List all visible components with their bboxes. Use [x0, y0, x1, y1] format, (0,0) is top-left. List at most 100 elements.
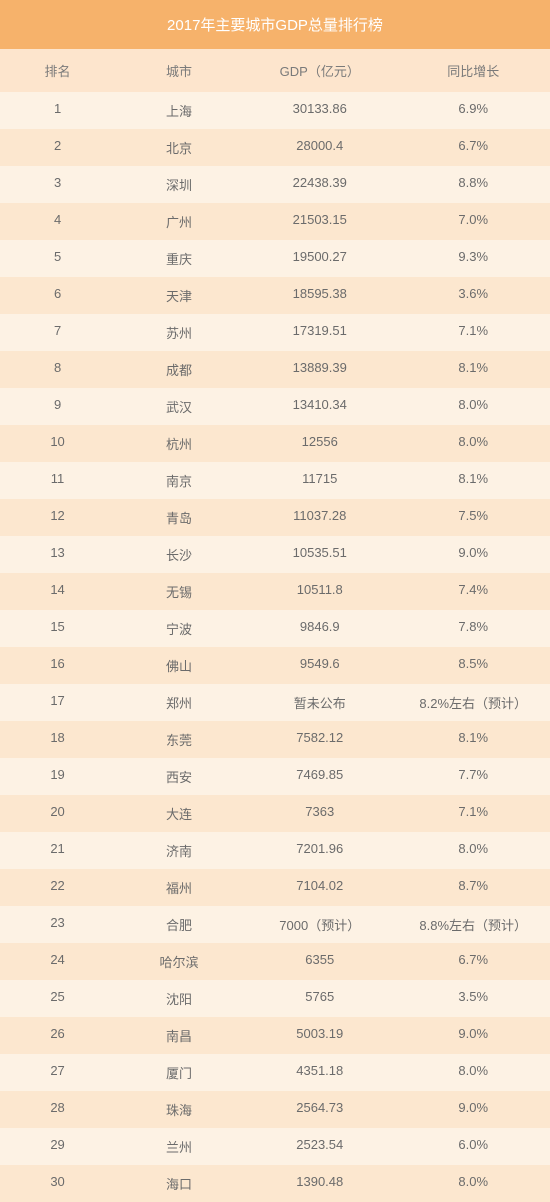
- cell-growth: 6.9%: [397, 92, 550, 129]
- cell-city: 东莞: [115, 721, 243, 758]
- table-row: 28珠海2564.739.0%: [0, 1091, 550, 1128]
- cell-rank: 29: [0, 1128, 115, 1165]
- cell-rank: 8: [0, 351, 115, 388]
- cell-gdp: 7469.85: [243, 758, 396, 795]
- table-row: 12青岛11037.287.5%: [0, 499, 550, 536]
- cell-rank: 2: [0, 129, 115, 166]
- table-row: 3深圳22438.398.8%: [0, 166, 550, 203]
- cell-gdp: 9846.9: [243, 610, 396, 647]
- table-row: 27厦门4351.188.0%: [0, 1054, 550, 1091]
- cell-city: 兰州: [115, 1128, 243, 1165]
- cell-city: 青岛: [115, 499, 243, 536]
- cell-city: 海口: [115, 1165, 243, 1202]
- cell-city: 杭州: [115, 425, 243, 462]
- cell-rank: 26: [0, 1017, 115, 1054]
- table-row: 14无锡10511.87.4%: [0, 573, 550, 610]
- table-row: 5重庆19500.279.3%: [0, 240, 550, 277]
- cell-rank: 19: [0, 758, 115, 795]
- cell-gdp: 21503.15: [243, 203, 396, 240]
- table-row: 19西安7469.857.7%: [0, 758, 550, 795]
- cell-growth: 9.0%: [397, 536, 550, 573]
- cell-city: 上海: [115, 92, 243, 129]
- cell-rank: 1: [0, 92, 115, 129]
- table-row: 21济南7201.968.0%: [0, 832, 550, 869]
- table-title: 2017年主要城市GDP总量排行榜: [0, 0, 550, 49]
- cell-gdp: 7582.12: [243, 721, 396, 758]
- table-row: 23合肥7000（预计）8.8%左右（预计）: [0, 906, 550, 943]
- cell-growth: 8.0%: [397, 1165, 550, 1202]
- cell-gdp: 9549.6: [243, 647, 396, 684]
- cell-gdp: 18595.38: [243, 277, 396, 314]
- cell-rank: 30: [0, 1165, 115, 1202]
- table-header-row: 排名 城市 GDP（亿元） 同比增长: [0, 49, 550, 92]
- cell-city: 广州: [115, 203, 243, 240]
- cell-gdp: 30133.86: [243, 92, 396, 129]
- cell-rank: 13: [0, 536, 115, 573]
- table-row: 30海口1390.488.0%: [0, 1165, 550, 1202]
- cell-growth: 6.0%: [397, 1128, 550, 1165]
- cell-rank: 3: [0, 166, 115, 203]
- table-row: 22福州7104.028.7%: [0, 869, 550, 906]
- cell-rank: 23: [0, 906, 115, 943]
- cell-growth: 8.5%: [397, 647, 550, 684]
- cell-rank: 25: [0, 980, 115, 1017]
- cell-rank: 22: [0, 869, 115, 906]
- cell-growth: 8.2%左右（预计）: [397, 684, 550, 721]
- cell-growth: 8.0%: [397, 425, 550, 462]
- table-row: 9武汉13410.348.0%: [0, 388, 550, 425]
- table-row: 7苏州17319.517.1%: [0, 314, 550, 351]
- cell-rank: 14: [0, 573, 115, 610]
- cell-gdp: 7363: [243, 795, 396, 832]
- cell-growth: 9.3%: [397, 240, 550, 277]
- col-header-growth: 同比增长: [397, 49, 550, 92]
- cell-city: 长沙: [115, 536, 243, 573]
- cell-rank: 6: [0, 277, 115, 314]
- cell-gdp: 2564.73: [243, 1091, 396, 1128]
- cell-gdp: 17319.51: [243, 314, 396, 351]
- table-row: 11南京117158.1%: [0, 462, 550, 499]
- cell-growth: 8.0%: [397, 832, 550, 869]
- cell-city: 济南: [115, 832, 243, 869]
- cell-rank: 12: [0, 499, 115, 536]
- cell-city: 南昌: [115, 1017, 243, 1054]
- cell-city: 南京: [115, 462, 243, 499]
- cell-city: 天津: [115, 277, 243, 314]
- cell-city: 北京: [115, 129, 243, 166]
- cell-growth: 8.1%: [397, 351, 550, 388]
- cell-growth: 7.0%: [397, 203, 550, 240]
- table-row: 8成都13889.398.1%: [0, 351, 550, 388]
- cell-growth: 8.7%: [397, 869, 550, 906]
- cell-growth: 6.7%: [397, 129, 550, 166]
- cell-city: 郑州: [115, 684, 243, 721]
- cell-city: 西安: [115, 758, 243, 795]
- cell-city: 苏州: [115, 314, 243, 351]
- cell-growth: 3.6%: [397, 277, 550, 314]
- gdp-ranking-table: 2017年主要城市GDP总量排行榜 排名 城市 GDP（亿元） 同比增长 1上海…: [0, 0, 550, 1202]
- cell-growth: 7.1%: [397, 314, 550, 351]
- cell-growth: 7.4%: [397, 573, 550, 610]
- cell-rank: 27: [0, 1054, 115, 1091]
- table-row: 29兰州2523.546.0%: [0, 1128, 550, 1165]
- cell-gdp: 6355: [243, 943, 396, 980]
- cell-gdp: 22438.39: [243, 166, 396, 203]
- cell-city: 宁波: [115, 610, 243, 647]
- cell-gdp: 10535.51: [243, 536, 396, 573]
- cell-city: 武汉: [115, 388, 243, 425]
- cell-growth: 6.7%: [397, 943, 550, 980]
- cell-city: 成都: [115, 351, 243, 388]
- cell-gdp: 11715: [243, 462, 396, 499]
- table-row: 20大连73637.1%: [0, 795, 550, 832]
- table-row: 2北京28000.46.7%: [0, 129, 550, 166]
- cell-city: 佛山: [115, 647, 243, 684]
- cell-growth: 9.0%: [397, 1017, 550, 1054]
- cell-city: 无锡: [115, 573, 243, 610]
- table-row: 18东莞7582.128.1%: [0, 721, 550, 758]
- cell-gdp: 12556: [243, 425, 396, 462]
- cell-city: 深圳: [115, 166, 243, 203]
- cell-growth: 9.0%: [397, 1091, 550, 1128]
- cell-gdp: 7201.96: [243, 832, 396, 869]
- cell-growth: 8.1%: [397, 721, 550, 758]
- cell-city: 福州: [115, 869, 243, 906]
- table-row: 26南昌5003.199.0%: [0, 1017, 550, 1054]
- cell-rank: 11: [0, 462, 115, 499]
